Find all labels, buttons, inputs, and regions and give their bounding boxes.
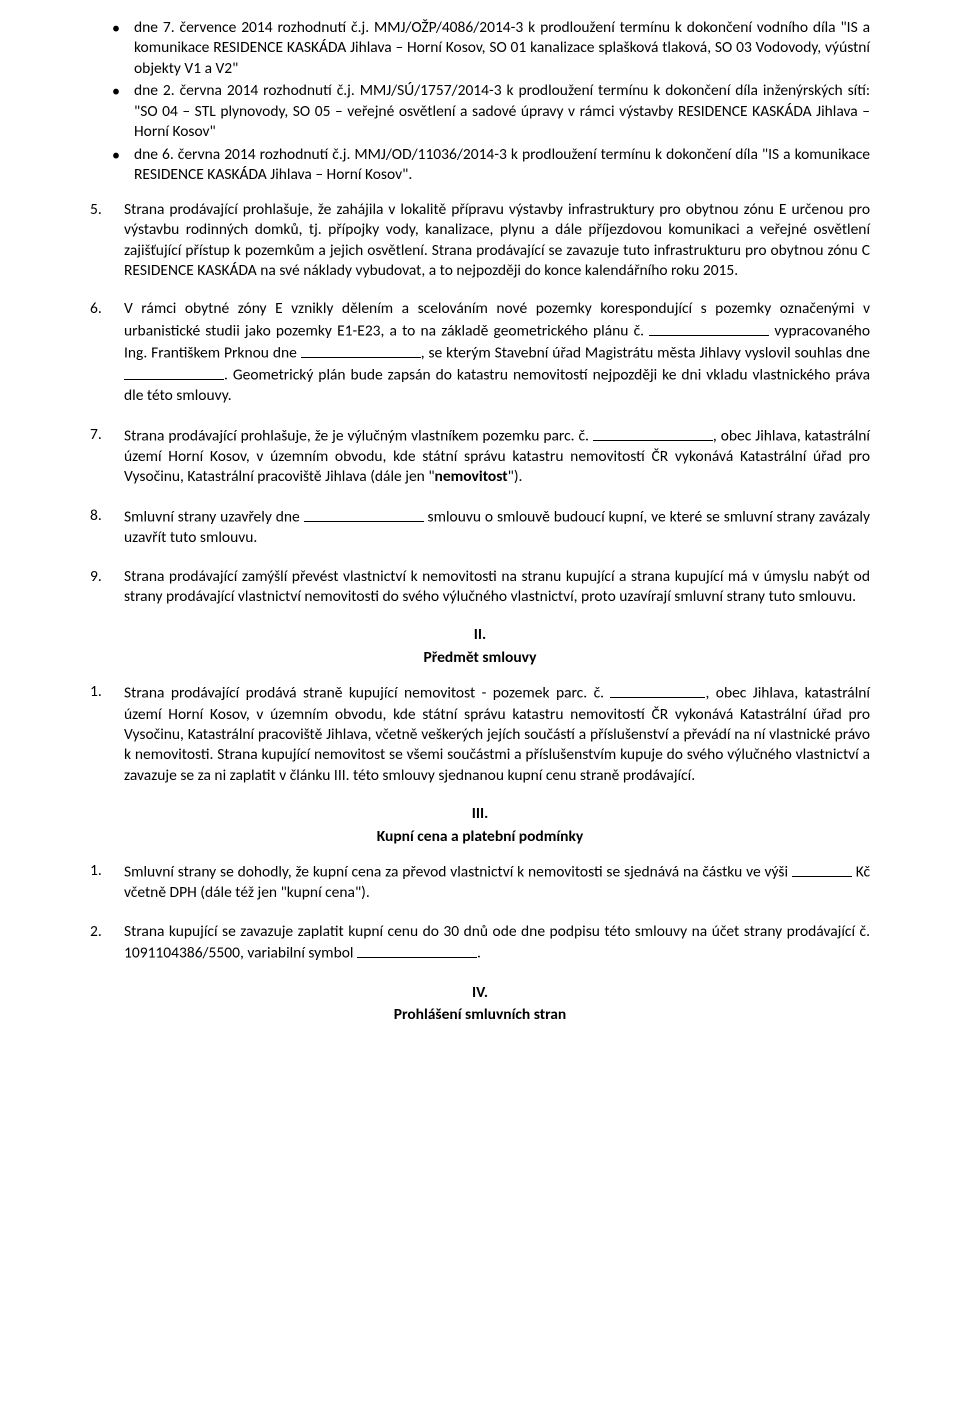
blank-field <box>357 942 477 958</box>
clause-number: 9. <box>90 567 124 608</box>
clause-number: 1. <box>90 861 124 904</box>
clause-number: 8. <box>90 506 124 549</box>
clause-iii-2: 2. Strana kupující se zavazuje zaplatit … <box>90 922 870 965</box>
clause-number: 6. <box>90 299 124 406</box>
text-fragment: Strana prodávající prohlašuje, že je výl… <box>124 427 593 446</box>
clause-body: Strana prodávající zamýšlí převést vlast… <box>124 567 870 608</box>
bullet-list: dne 7. července 2014 rozhodnutí č.j. MMJ… <box>90 18 870 186</box>
text-fragment: Smluvní strany se dohodly, že kupní cena… <box>124 863 792 882</box>
clause-7: 7. Strana prodávající prohlašuje, že je … <box>90 425 870 488</box>
clause-5: 5. Strana prodávající prohlašuje, že zah… <box>90 200 870 282</box>
clause-ii-1: 1. Strana prodávající prodává straně kup… <box>90 682 870 786</box>
clause-body: Smluvní strany uzavřely dne smlouvu o sm… <box>124 506 870 549</box>
clause-iii-1: 1. Smluvní strany se dohodly, že kupní c… <box>90 861 870 904</box>
clause-body: Strana prodávající prohlašuje, že zaháji… <box>124 200 870 282</box>
clause-number: 7. <box>90 425 124 488</box>
text-fragment: . Geometrický plán bude zapsán do katast… <box>124 366 870 405</box>
blank-field <box>301 342 421 358</box>
section-ii-number: II. <box>90 625 870 645</box>
blank-field <box>649 320 769 336</box>
clause-number: 1. <box>90 682 124 786</box>
blank-field <box>124 364 224 380</box>
clause-body: Strana kupující se zavazuje zaplatit kup… <box>124 922 870 965</box>
document-page: dne 7. července 2014 rozhodnutí č.j. MMJ… <box>0 0 960 1055</box>
clause-number: 2. <box>90 922 124 965</box>
clause-6: 6. V rámci obytné zóny E vznikly dělením… <box>90 299 870 406</box>
bullet-item: dne 7. července 2014 rozhodnutí č.j. MMJ… <box>134 18 870 79</box>
clause-body: Strana prodávající prohlašuje, že je výl… <box>124 425 870 488</box>
text-fragment: Strana prodávající prodává straně kupují… <box>124 684 610 703</box>
clause-8: 8. Smluvní strany uzavřely dne smlouvu o… <box>90 506 870 549</box>
bullet-item: dne 2. června 2014 rozhodnutí č.j. MMJ/S… <box>134 81 870 142</box>
text-fragment: , se kterým Stavební úřad Magistrátu měs… <box>421 344 870 363</box>
text-fragment: . <box>477 944 481 963</box>
clause-number: 5. <box>90 200 124 282</box>
blank-field <box>792 861 852 877</box>
blank-field <box>304 506 424 522</box>
text-fragment: Smluvní strany uzavřely dne <box>124 508 304 527</box>
clause-9: 9. Strana prodávající zamýšlí převést vl… <box>90 567 870 608</box>
section-iii-number: III. <box>90 804 870 824</box>
text-fragment: "). <box>508 467 523 486</box>
clause-body: Smluvní strany se dohodly, že kupní cena… <box>124 861 870 904</box>
clause-body: V rámci obytné zóny E vznikly dělením a … <box>124 299 870 406</box>
blank-field <box>593 425 713 441</box>
clause-body: Strana prodávající prodává straně kupují… <box>124 682 870 786</box>
blank-field <box>610 682 705 698</box>
section-ii-title: Předmět smlouvy <box>90 648 870 668</box>
text-fragment: Strana kupující se zavazuje zaplatit kup… <box>124 922 870 963</box>
bold-term: nemovitost <box>435 467 508 486</box>
section-iv-title: Prohlášení smluvních stran <box>90 1005 870 1025</box>
bullet-item: dne 6. června 2014 rozhodnutí č.j. MMJ/O… <box>134 145 870 186</box>
section-iv-number: IV. <box>90 983 870 1003</box>
section-iii-title: Kupní cena a platební podmínky <box>90 827 870 847</box>
